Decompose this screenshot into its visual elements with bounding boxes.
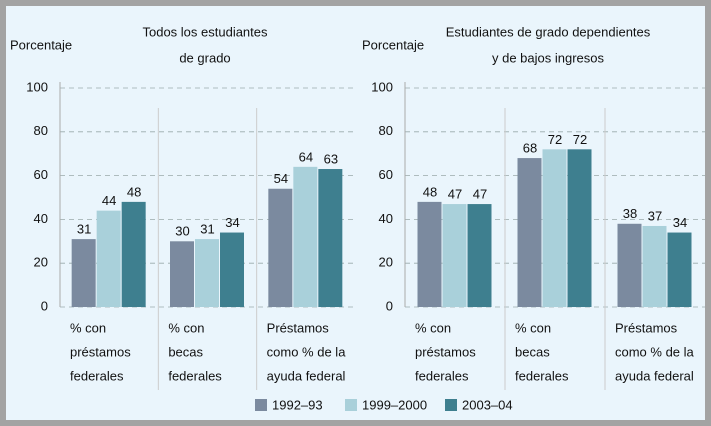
bar [667, 232, 692, 307]
data-label: 31 [77, 222, 91, 237]
data-label: 30 [175, 224, 189, 239]
bar [617, 223, 642, 307]
y-tick-label: 100 [26, 79, 48, 94]
data-label: 54 [274, 171, 288, 186]
bar [220, 232, 244, 307]
x-tick-label: como % de la [267, 344, 347, 359]
data-label: 63 [324, 151, 338, 166]
x-tick-label: federales [168, 368, 222, 383]
x-tick-label: becas [515, 344, 550, 359]
bar [293, 166, 318, 307]
bar [170, 241, 194, 307]
bar [71, 239, 96, 307]
y-tick-label: 20 [379, 255, 393, 270]
x-tick-label: becas [168, 344, 203, 359]
y-tick-label: 80 [34, 123, 48, 138]
legend-label: 1992–93 [272, 397, 323, 412]
bar [567, 149, 592, 307]
chart-title: Estudiantes de grado dependientes [446, 24, 651, 39]
y-tick-label: 40 [34, 211, 48, 226]
chart-title: de grado [179, 50, 230, 65]
x-tick-label: % con [515, 320, 551, 335]
x-tick-label: ayuda federal [615, 368, 694, 383]
data-label: 48 [127, 184, 141, 199]
data-label: 34 [673, 215, 687, 230]
x-tick-label: federales [70, 368, 124, 383]
bar [642, 225, 667, 307]
x-tick-label: préstamos [70, 344, 131, 359]
bar [96, 210, 121, 307]
y-tick-label: 60 [379, 167, 393, 182]
data-label: 31 [200, 222, 214, 237]
x-tick-label: Préstamos [615, 320, 678, 335]
data-label: 37 [648, 208, 662, 223]
x-tick-label: federales [415, 368, 469, 383]
data-label: 68 [523, 141, 537, 156]
bar [517, 158, 542, 307]
bar [467, 204, 492, 307]
legend-label: 1999–2000 [362, 397, 427, 412]
data-label: 47 [473, 187, 487, 202]
data-label: 47 [448, 187, 462, 202]
y-axis-label: Porcentaje [362, 37, 424, 52]
bar [542, 149, 567, 307]
data-label: 72 [548, 132, 562, 147]
x-tick-label: % con [168, 320, 204, 335]
bar [417, 201, 442, 307]
bar [268, 188, 293, 307]
x-tick-label: federales [515, 368, 569, 383]
y-tick-label: 60 [34, 167, 48, 182]
x-tick-label: % con [415, 320, 451, 335]
bar [442, 204, 467, 307]
y-tick-label: 40 [379, 211, 393, 226]
x-tick-label: como % de la [615, 344, 695, 359]
x-tick-label: préstamos [415, 344, 476, 359]
bar [318, 169, 343, 307]
y-tick-label: 80 [379, 123, 393, 138]
x-tick-label: ayuda federal [267, 368, 346, 383]
y-axis-label: Porcentaje [10, 37, 72, 52]
data-label: 38 [623, 206, 637, 221]
bar [121, 201, 146, 307]
y-tick-label: 100 [371, 79, 393, 94]
y-tick-label: 0 [41, 298, 48, 313]
y-tick-label: 0 [386, 298, 393, 313]
legend-label: 2003–04 [462, 397, 513, 412]
data-label: 64 [299, 149, 313, 164]
data-label: 48 [423, 184, 437, 199]
legend-swatch [345, 399, 357, 411]
chart-title: y de bajos ingresos [492, 50, 605, 65]
bar [195, 239, 219, 307]
data-label: 72 [573, 132, 587, 147]
legend-swatch [445, 399, 457, 411]
legend-swatch [255, 399, 267, 411]
y-tick-label: 20 [34, 255, 48, 270]
chart-title: Todos los estudiantes [142, 24, 268, 39]
data-label: 34 [225, 215, 239, 230]
data-label: 44 [102, 193, 116, 208]
x-tick-label: Préstamos [267, 320, 330, 335]
x-tick-label: % con [70, 320, 106, 335]
